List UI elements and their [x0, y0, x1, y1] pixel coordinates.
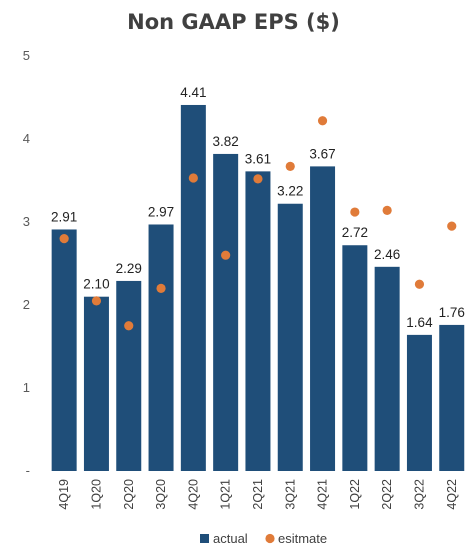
bar-value-label: 1.64 [406, 315, 433, 330]
bar-actual [310, 166, 336, 471]
y-tick-label: 2 [23, 297, 30, 312]
x-tick-label: 1Q22 [348, 479, 362, 510]
bar-value-label: 2.10 [83, 277, 109, 292]
estimate-point [91, 296, 102, 306]
bar-actual [374, 266, 400, 471]
estimate-point [414, 279, 425, 289]
bar-value-label: 2.91 [51, 209, 77, 224]
bar-actual [213, 153, 239, 471]
estimate-point [59, 234, 69, 244]
legend-swatch-actual [200, 534, 209, 543]
x-tick-label: 4Q21 [316, 479, 330, 510]
x-tick-label: 4Q20 [186, 479, 200, 510]
estimate-point [350, 207, 360, 217]
x-tick-label: 4Q22 [445, 479, 459, 510]
bar-value-label: 3.82 [213, 134, 239, 149]
bar-actual [342, 245, 368, 471]
estimate-point [447, 221, 457, 231]
x-tick-label: 1Q21 [219, 479, 233, 510]
bar-actual [439, 324, 465, 471]
x-tick-label: 2Q22 [380, 479, 394, 510]
bar-actual [148, 224, 174, 471]
estimate-point [382, 205, 392, 215]
estimate-point [188, 173, 198, 183]
x-tick-label: 2Q21 [251, 479, 265, 510]
bar-value-label: 3.67 [309, 146, 335, 161]
bar-value-label: 1.76 [439, 305, 465, 320]
y-tick-label: 4 [23, 131, 30, 146]
bar-value-label: 2.46 [374, 247, 400, 262]
x-tick-label: 1Q20 [89, 479, 103, 510]
legend-label-estimate: esitmate [278, 531, 327, 546]
x-tick-label: 4Q19 [57, 479, 71, 510]
bar-value-label: 3.22 [277, 184, 303, 199]
chart-title: Non GAAP EPS ($) [127, 10, 340, 34]
bar-value-label: 2.97 [148, 204, 174, 219]
bar-actual [83, 296, 109, 471]
estimate-point [285, 161, 295, 171]
bar-value-label: 2.72 [342, 225, 368, 240]
estimate-point [253, 174, 263, 184]
bar-actual [245, 171, 271, 471]
estimate-point [221, 250, 231, 260]
x-tick-label: 3Q20 [154, 479, 168, 510]
y-tick-label: - [26, 463, 30, 478]
bar-actual [277, 203, 303, 472]
y-tick-label: 3 [23, 214, 30, 229]
bar-actual [180, 104, 206, 471]
x-tick-label: 2Q20 [122, 479, 136, 510]
bar-actual [51, 229, 77, 471]
y-tick-label: 5 [23, 48, 30, 63]
legend-label-actual: actual [213, 531, 248, 546]
bar-actual [116, 280, 142, 471]
bar-value-label: 4.41 [180, 85, 206, 100]
legend-swatch-estimate [265, 533, 275, 544]
estimate-point [156, 283, 166, 293]
y-tick-label: 1 [23, 380, 30, 395]
bar-value-label: 3.61 [245, 151, 271, 166]
x-tick-label: 3Q21 [283, 479, 297, 510]
x-tick-label: 3Q22 [412, 479, 426, 510]
estimate-point [124, 321, 134, 331]
bar-actual [406, 334, 432, 471]
estimate-point [317, 116, 328, 126]
bar-value-label: 2.29 [116, 261, 142, 276]
